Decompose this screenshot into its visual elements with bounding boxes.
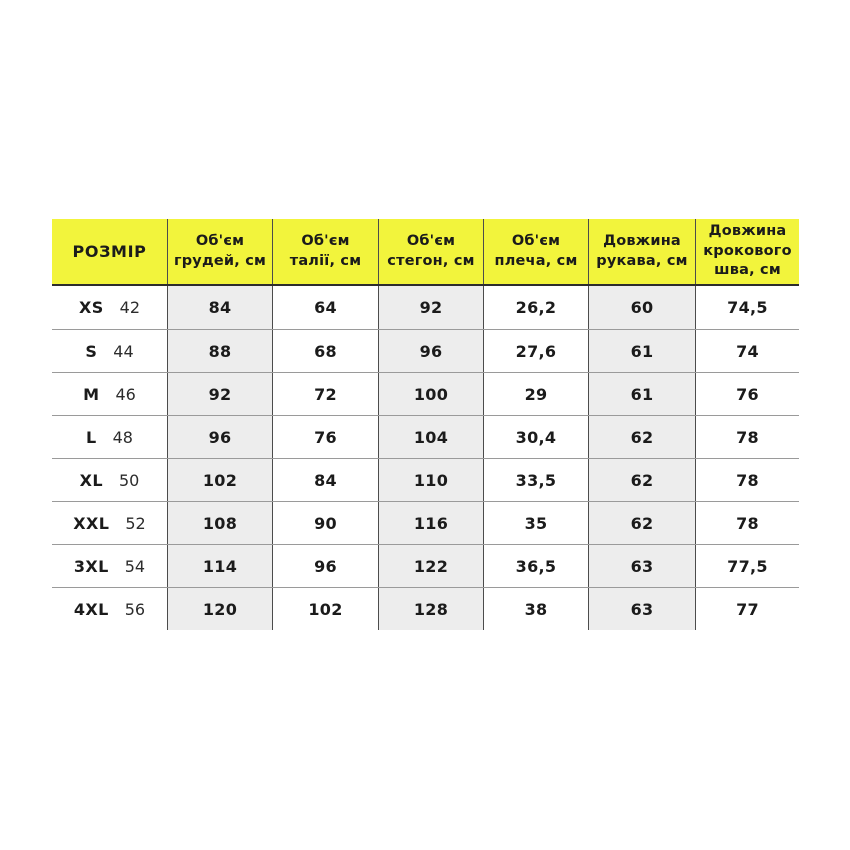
- chest-value: 84: [167, 286, 272, 329]
- sleeve-value: 63: [588, 545, 695, 587]
- shoulder-value: 36,5: [483, 545, 588, 587]
- hips-value: 92: [378, 286, 483, 329]
- hips-value: 104: [378, 416, 483, 458]
- header-size: РОЗМІР: [52, 219, 167, 284]
- header-hips: Об'єм стегон, см: [378, 219, 483, 284]
- chest-value: 120: [167, 588, 272, 630]
- header-shoulder: Об'єм плеча, см: [483, 219, 588, 284]
- table-row: XL 50 102 84 110 33,5 62 78: [52, 458, 799, 501]
- size-label: XL: [79, 470, 103, 490]
- table-row: XS 42 84 64 92 26,2 60 74,5: [52, 286, 799, 329]
- hips-value: 122: [378, 545, 483, 587]
- hips-value: 96: [378, 330, 483, 372]
- waist-value: 68: [272, 330, 378, 372]
- header-waist: Об'єм талії, см: [272, 219, 378, 284]
- size-number: 50: [118, 470, 140, 490]
- header-sleeve: Довжина рукава, см: [588, 219, 695, 284]
- waist-value: 84: [272, 459, 378, 501]
- waist-value: 102: [272, 588, 378, 630]
- inseam-value: 77,5: [695, 545, 799, 587]
- waist-value: 72: [272, 373, 378, 415]
- hips-value: 100: [378, 373, 483, 415]
- size-label: XXL: [73, 513, 110, 533]
- header-inseam: Довжина крокового шва, см: [695, 219, 799, 284]
- table-row: 4XL 56 120 102 128 38 63 77: [52, 587, 799, 630]
- table-row: L 48 96 76 104 30,4 62 78: [52, 415, 799, 458]
- chest-value: 88: [167, 330, 272, 372]
- shoulder-value: 26,2: [483, 286, 588, 329]
- inseam-value: 74: [695, 330, 799, 372]
- size-cell: S 44: [52, 330, 167, 372]
- size-number: 54: [124, 556, 146, 576]
- size-cell: M 46: [52, 373, 167, 415]
- sleeve-value: 62: [588, 502, 695, 544]
- size-number: 56: [124, 599, 146, 619]
- size-label: XS: [78, 298, 104, 317]
- sleeve-value: 63: [588, 588, 695, 630]
- table-row: 3XL 54 114 96 122 36,5 63 77,5: [52, 544, 799, 587]
- inseam-value: 77: [695, 588, 799, 630]
- sleeve-value: 61: [588, 330, 695, 372]
- size-label: M: [83, 384, 100, 404]
- waist-value: 64: [272, 286, 378, 329]
- size-cell: 4XL 56: [52, 588, 167, 630]
- waist-value: 76: [272, 416, 378, 458]
- shoulder-value: 38: [483, 588, 588, 630]
- inseam-value: 78: [695, 416, 799, 458]
- size-table: РОЗМІР Об'єм грудей, см Об'єм талії, см …: [52, 219, 799, 630]
- shoulder-value: 33,5: [483, 459, 588, 501]
- shoulder-value: 35: [483, 502, 588, 544]
- size-number: 46: [115, 384, 136, 404]
- chest-value: 92: [167, 373, 272, 415]
- chest-value: 102: [167, 459, 272, 501]
- waist-value: 96: [272, 545, 378, 587]
- hips-value: 110: [378, 459, 483, 501]
- inseam-value: 78: [695, 502, 799, 544]
- sleeve-value: 60: [588, 286, 695, 329]
- header-chest: Об'єм грудей, см: [167, 219, 272, 284]
- chest-value: 96: [167, 416, 272, 458]
- shoulder-value: 29: [483, 373, 588, 415]
- size-cell: XS 42: [52, 286, 167, 329]
- hips-value: 116: [378, 502, 483, 544]
- inseam-value: 78: [695, 459, 799, 501]
- size-cell: XXL 52: [52, 502, 167, 544]
- size-label: 3XL: [73, 556, 109, 576]
- size-number: 52: [125, 513, 146, 533]
- size-number: 44: [113, 341, 134, 361]
- size-number: 48: [112, 427, 133, 447]
- table-row: S 44 88 68 96 27,6 61 74: [52, 329, 799, 372]
- size-label: 4XL: [73, 599, 109, 619]
- inseam-value: 74,5: [695, 286, 799, 329]
- table-row: M 46 92 72 100 29 61 76: [52, 372, 799, 415]
- size-cell: 3XL 54: [52, 545, 167, 587]
- table-row: XXL 52 108 90 116 35 62 78: [52, 501, 799, 544]
- sleeve-value: 62: [588, 416, 695, 458]
- shoulder-value: 30,4: [483, 416, 588, 458]
- size-cell: L 48: [52, 416, 167, 458]
- shoulder-value: 27,6: [483, 330, 588, 372]
- chest-value: 114: [167, 545, 272, 587]
- size-number: 42: [119, 298, 141, 317]
- inseam-value: 76: [695, 373, 799, 415]
- hips-value: 128: [378, 588, 483, 630]
- waist-value: 90: [272, 502, 378, 544]
- size-label: L: [86, 427, 97, 447]
- table-header-row: РОЗМІР Об'єм грудей, см Об'єм талії, см …: [52, 219, 799, 286]
- size-cell: XL 50: [52, 459, 167, 501]
- sleeve-value: 61: [588, 373, 695, 415]
- chest-value: 108: [167, 502, 272, 544]
- sleeve-value: 62: [588, 459, 695, 501]
- size-label: S: [85, 341, 98, 361]
